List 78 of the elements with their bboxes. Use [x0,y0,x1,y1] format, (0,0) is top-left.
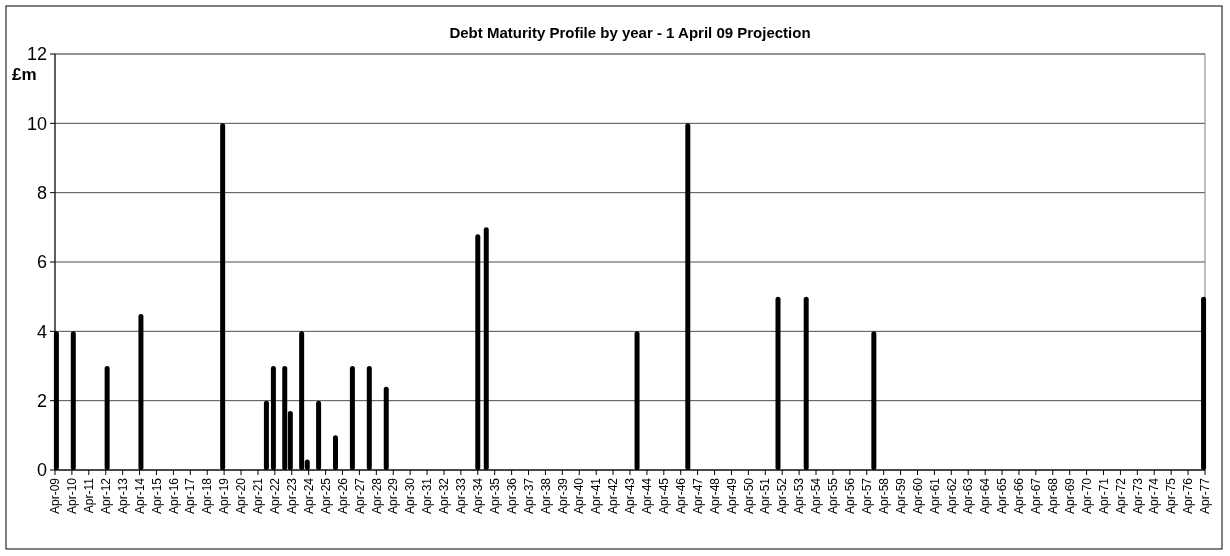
x-tick-label: Apr-42 [606,477,621,515]
x-tick-label: Apr-76 [1181,477,1196,515]
y-tick-label: 10 [26,113,47,134]
x-tick-label: Apr-09 [48,477,63,515]
x-tick-label: Apr-44 [640,477,655,515]
y-tick-label: 8 [36,182,47,203]
x-tick-label: Apr-47 [690,477,705,515]
x-tick-label: Apr-63 [961,477,976,515]
x-tick-label: Apr-37 [521,477,536,515]
x-tick-label: Apr-28 [369,477,384,515]
x-tick-label: Apr-59 [893,477,908,515]
x-tick-label: Apr-25 [318,477,333,515]
x-tick-label: Apr-21 [251,477,266,515]
x-tick-label: Apr-45 [657,477,672,515]
x-tick-label: Apr-58 [876,477,891,515]
x-tick-label: Apr-65 [995,477,1010,515]
y-tick-label: 12 [26,44,47,65]
x-tick-label: Apr-77 [1198,477,1213,515]
x-tick-label: Apr-30 [403,477,418,515]
x-tick-label: Apr-64 [978,477,993,515]
x-tick-label: Apr-15 [149,477,164,515]
y-tick-label: 6 [36,252,47,273]
x-tick-label: Apr-32 [437,477,452,515]
x-tick-label: Apr-35 [487,477,502,515]
x-tick-label: Apr-23 [284,477,299,515]
x-tick-label: Apr-52 [775,477,790,515]
x-tick-label: Apr-18 [200,477,215,515]
y-tick-label: 0 [36,460,47,481]
x-tick-label: Apr-26 [335,477,350,515]
x-tick-label: Apr-56 [843,477,858,515]
x-tick-label: Apr-34 [470,477,485,515]
x-tick-label: Apr-12 [98,477,113,515]
x-tick-label: Apr-38 [538,477,553,515]
x-tick-label: Apr-51 [758,477,773,515]
x-tick-label: Apr-22 [268,477,283,515]
x-tick-label: Apr-70 [1079,477,1094,515]
x-tick-label: Apr-43 [623,477,638,515]
x-tick-label: Apr-27 [352,477,367,515]
x-tick-label: Apr-75 [1164,477,1179,515]
x-tick-label: Apr-50 [741,477,756,515]
x-tick-label: Apr-67 [1029,477,1044,515]
x-tick-label: Apr-19 [217,477,232,515]
x-tick-label: Apr-33 [454,477,469,515]
x-tick-label: Apr-54 [809,477,824,515]
x-tick-label: Apr-29 [386,477,401,515]
x-tick-label: Apr-71 [1096,477,1111,515]
x-tick-label: Apr-17 [183,477,198,515]
x-tick-label: Apr-41 [589,477,604,515]
x-tick-label: Apr-11 [82,477,96,514]
x-tick-label: Apr-14 [132,477,147,515]
x-tick-label: Apr-24 [301,477,316,515]
x-tick-label: Apr-57 [859,477,874,515]
y-axis-title: £m [12,65,37,84]
chart-title: Debt Maturity Profile by year - 1 April 09 Projection [449,24,811,41]
x-tick-label: Apr-55 [826,477,841,515]
x-tick-label: Apr-40 [572,477,587,515]
x-tick-label: Apr-46 [673,477,688,515]
x-tick-label: Apr-61 [927,477,942,515]
x-tick-label: Apr-53 [792,477,807,515]
x-tick-label: Apr-31 [420,477,435,515]
x-tick-label: Apr-68 [1046,477,1061,515]
x-tick-label: Apr-72 [1113,477,1128,515]
x-tick-label: Apr-16 [166,477,181,515]
x-tick-label: Apr-13 [115,477,130,515]
x-tick-label: Apr-69 [1062,477,1077,515]
x-tick-label: Apr-48 [707,477,722,515]
y-tick-label: 4 [36,321,47,342]
x-tick-label: Apr-73 [1130,477,1145,515]
x-tick-label: Apr-60 [910,477,925,515]
y-tick-label: 2 [36,390,47,411]
x-tick-label: Apr-39 [555,477,570,515]
x-tick-label: Apr-20 [234,477,249,515]
x-tick-label: Apr-74 [1147,477,1162,515]
x-tick-label: Apr-36 [504,477,519,515]
x-tick-label: Apr-66 [1012,477,1027,515]
x-tick-label: Apr-49 [724,477,739,515]
x-tick-label: Apr-10 [65,477,80,515]
x-tick-label: Apr-62 [944,477,959,515]
